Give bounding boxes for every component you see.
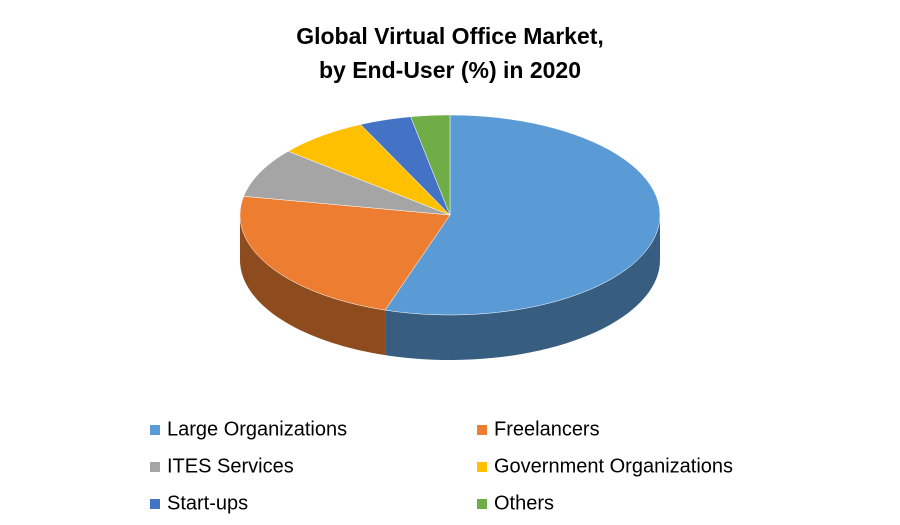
legend-swatch (150, 462, 160, 472)
slice (239, 195, 451, 311)
legend-swatch (150, 499, 160, 509)
legend-swatch (150, 425, 160, 435)
slice (243, 150, 451, 216)
legend-label: Government Organizations (494, 455, 733, 477)
slice (287, 124, 451, 216)
legend-label: ITES Services (167, 455, 294, 477)
slice-side (240, 215, 386, 356)
slice (360, 116, 451, 216)
legend-swatch (477, 425, 487, 435)
chart-title: by End-User (%) in 2020 (319, 57, 581, 83)
legend-swatch (477, 499, 487, 509)
legend-label: Others (494, 492, 554, 514)
slice (410, 114, 451, 216)
legend-swatch (477, 462, 487, 472)
slice (384, 114, 661, 316)
slice-side (385, 215, 660, 360)
chart-title: Global Virtual Office Market, (296, 23, 604, 49)
legend-label: Start-ups (167, 492, 248, 514)
legend-label: Freelancers (494, 418, 600, 440)
legend-label: Large Organizations (167, 418, 347, 440)
